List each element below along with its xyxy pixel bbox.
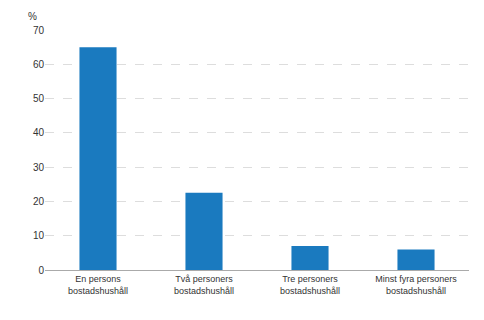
- svg-text:Två personersbostadshushåll: Två personersbostadshushåll: [174, 274, 234, 296]
- svg-text:0: 0: [38, 265, 44, 276]
- svg-text:40: 40: [33, 127, 45, 138]
- svg-text:10: 10: [33, 230, 45, 241]
- svg-text:70: 70: [33, 25, 45, 36]
- svg-text:50: 50: [33, 93, 45, 104]
- svg-text:60: 60: [33, 59, 45, 70]
- svg-text:20: 20: [33, 196, 45, 207]
- svg-text:En personsbostadshushåll: En personsbostadshushåll: [68, 274, 128, 296]
- svg-text:Tre personersbostadshushåll: Tre personersbostadshushåll: [280, 274, 340, 296]
- svg-text:Minst fyra personersbostadshus: Minst fyra personersbostadshushåll: [375, 274, 457, 296]
- svg-text:%: %: [28, 11, 37, 22]
- svg-text:30: 30: [33, 162, 45, 173]
